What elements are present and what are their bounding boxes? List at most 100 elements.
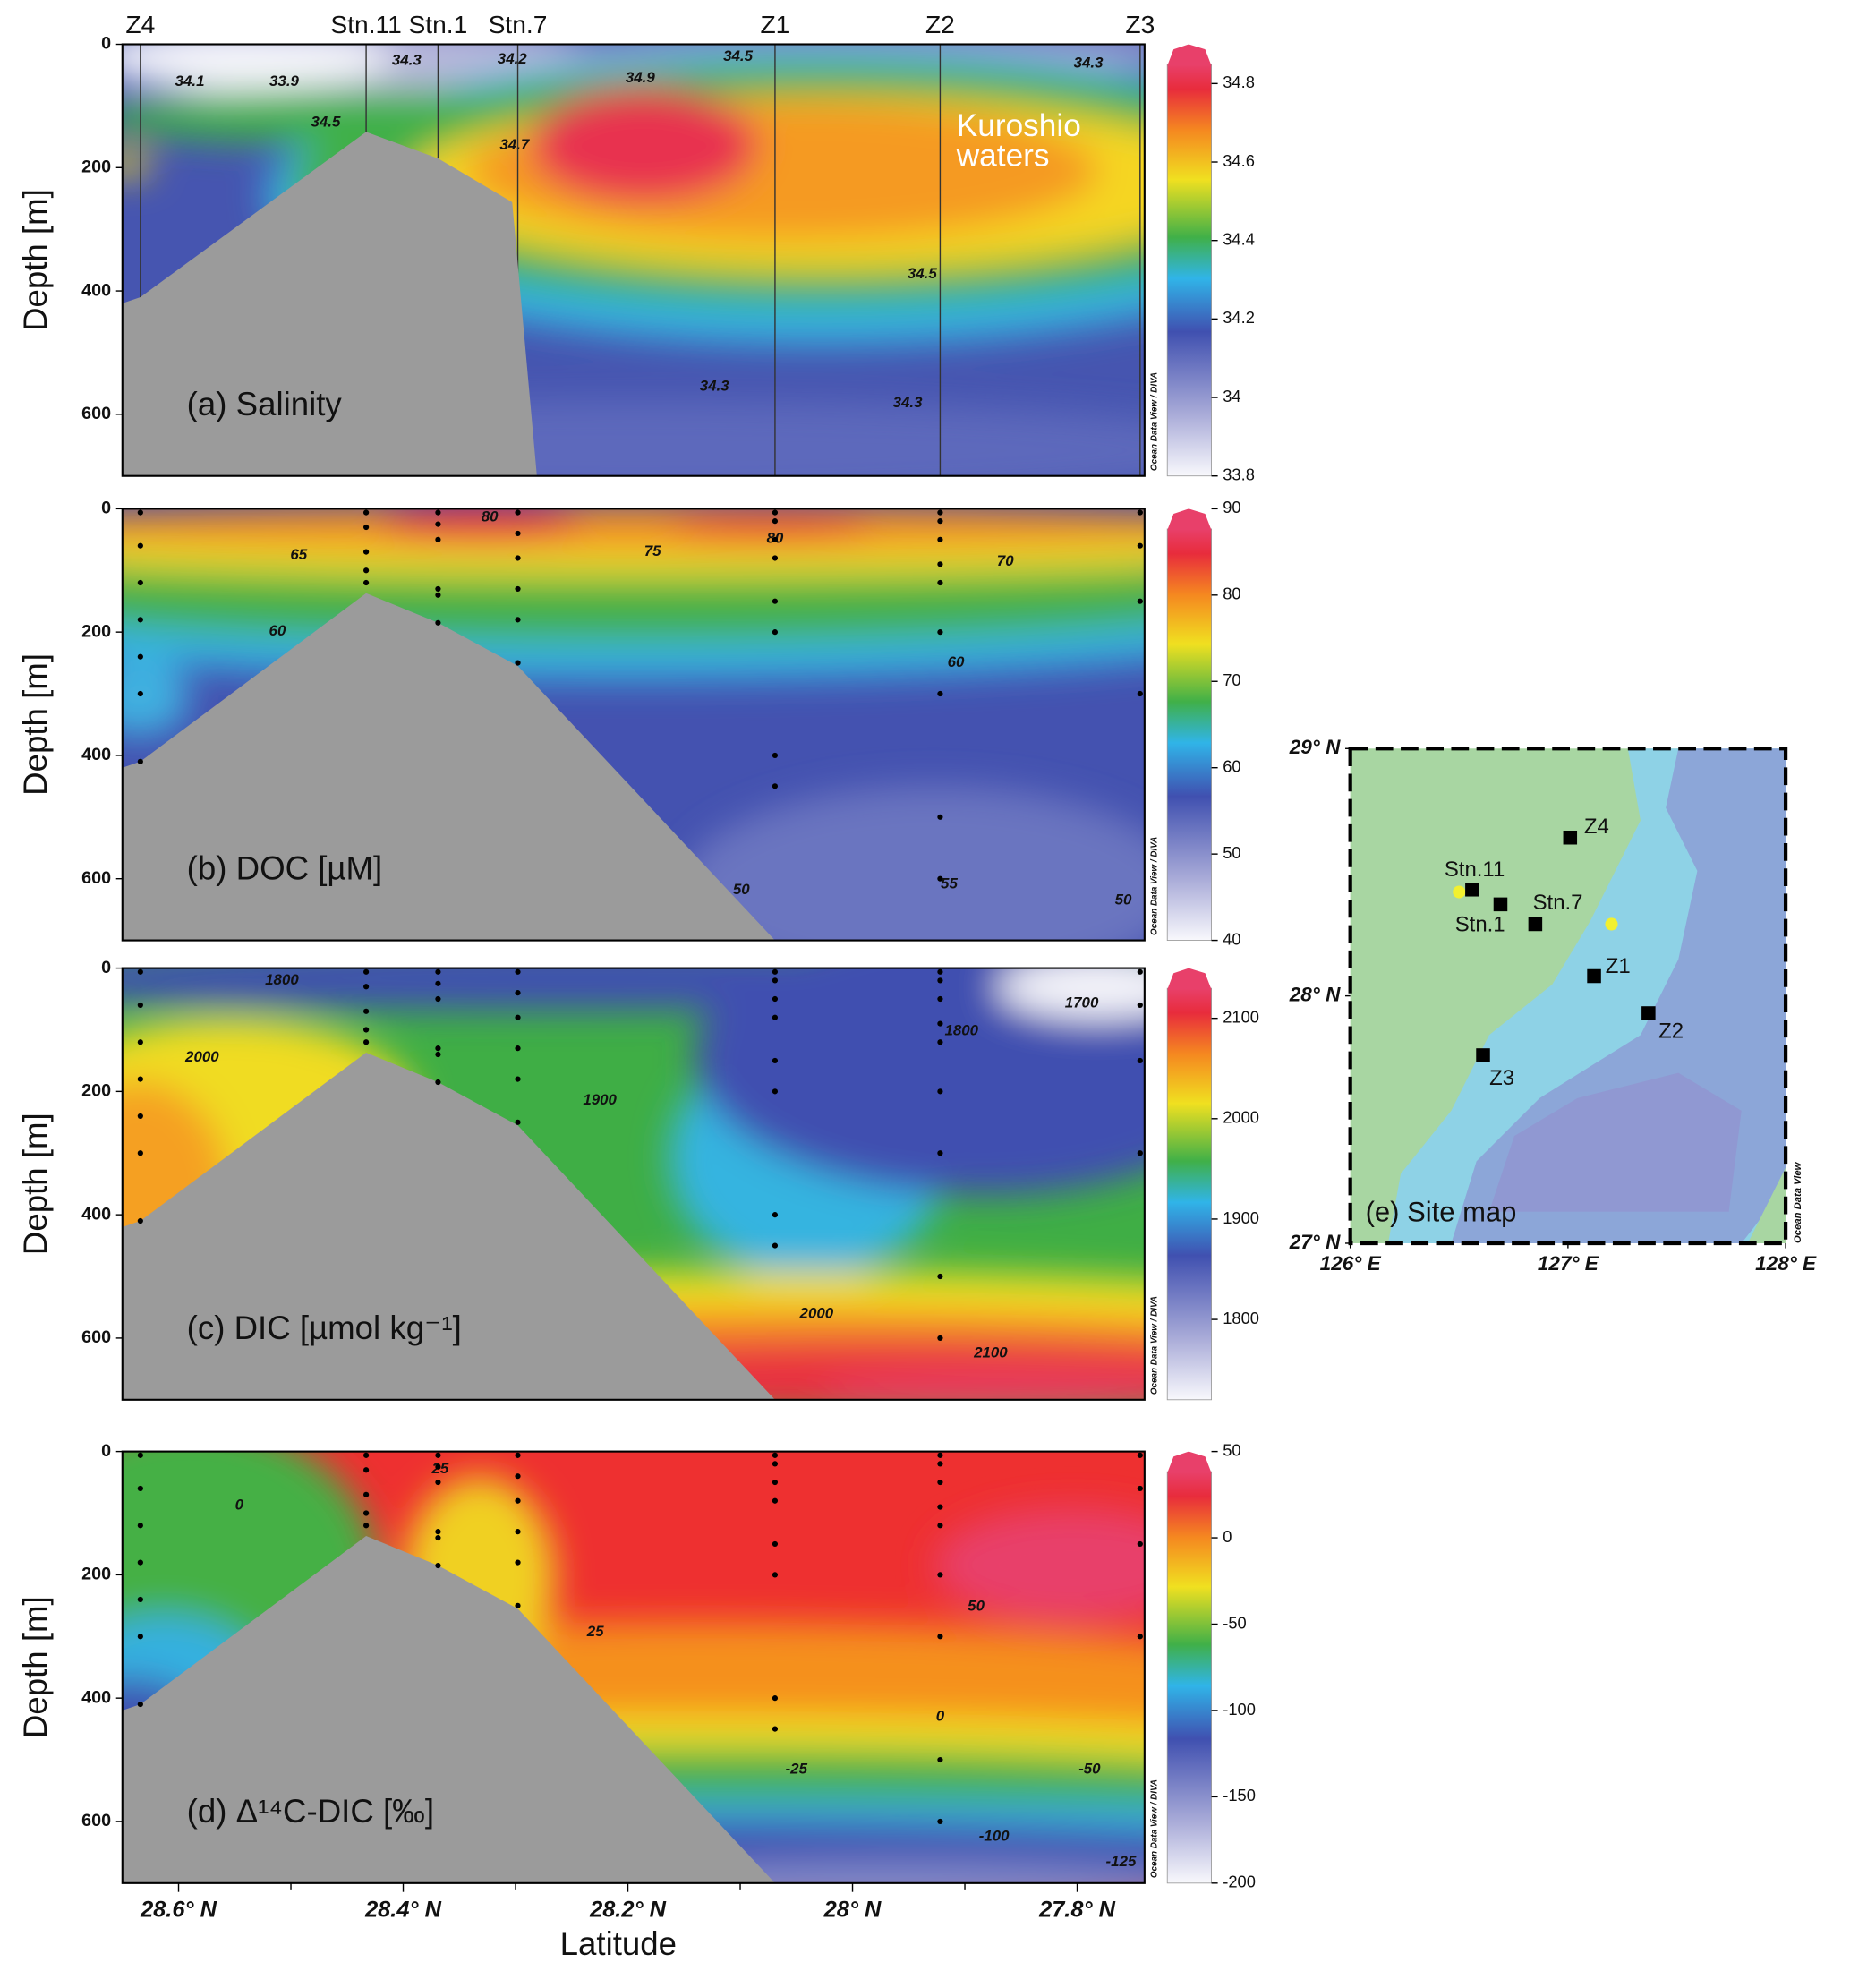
x-axis-label: Latitude bbox=[560, 1925, 677, 1962]
y-tick-label: 200 bbox=[81, 1081, 111, 1101]
site-marker bbox=[1476, 1048, 1490, 1062]
site-label: Stn.1 bbox=[1455, 913, 1505, 937]
sample-dot bbox=[435, 1045, 441, 1052]
colorbar-tick-label: 34.6 bbox=[1223, 151, 1255, 170]
sample-dot bbox=[937, 1150, 943, 1156]
sample-dot bbox=[363, 1491, 370, 1497]
sample-dot bbox=[363, 524, 370, 531]
sample-dot bbox=[1137, 968, 1143, 975]
sample-dot bbox=[137, 758, 143, 764]
sample-dot bbox=[772, 1497, 779, 1504]
y-axis-label: Depth [m] bbox=[17, 189, 54, 331]
site-marker bbox=[1641, 1006, 1656, 1020]
sample-dot bbox=[363, 567, 370, 574]
sample-dot bbox=[1137, 1057, 1143, 1064]
field-blob bbox=[122, 968, 1145, 1011]
field-blob bbox=[122, 660, 190, 737]
sample-dot bbox=[937, 977, 943, 984]
y-tick-label: 400 bbox=[81, 280, 111, 300]
panel-frame bbox=[121, 43, 1146, 477]
contour-label: 33.9 bbox=[269, 73, 300, 90]
contour-label: 80 bbox=[482, 508, 499, 525]
sample-dot bbox=[772, 1461, 779, 1467]
contour-label: 2100 bbox=[973, 1344, 1008, 1361]
contour-label: 25 bbox=[586, 1623, 604, 1640]
contour-label: 34.3 bbox=[1074, 54, 1104, 71]
other-site bbox=[1605, 917, 1618, 931]
sample-dot bbox=[435, 1529, 441, 1535]
y-tick-label: 400 bbox=[81, 1204, 111, 1224]
sample-dot bbox=[137, 1217, 143, 1224]
sample-dot bbox=[937, 690, 943, 697]
site-marker bbox=[1563, 830, 1578, 845]
sample-dot bbox=[772, 1014, 779, 1020]
field-blob bbox=[122, 508, 1145, 550]
sample-dot bbox=[363, 968, 370, 975]
colorbar-tick-label: 90 bbox=[1223, 498, 1240, 516]
field-blob bbox=[996, 968, 1145, 1019]
sample-dot bbox=[772, 783, 779, 789]
y-tick-label: 200 bbox=[81, 157, 111, 176]
y-tick-label: 200 bbox=[81, 621, 111, 641]
panel-label: (d) Δ¹⁴C-DIC [‰] bbox=[187, 1793, 434, 1830]
colorbar-tick-label: -200 bbox=[1223, 1873, 1256, 1891]
contour-label: 34.3 bbox=[700, 377, 730, 394]
sample-dot bbox=[137, 1701, 143, 1708]
sample-dot bbox=[363, 1467, 370, 1473]
colorbar-tick-label: 2100 bbox=[1223, 1008, 1259, 1027]
field: 25025500-25-50-100-125 bbox=[122, 1451, 1145, 1883]
colorbar-tick-label: 34.8 bbox=[1223, 73, 1255, 91]
y-tick-label: 0 bbox=[101, 34, 111, 54]
sample-dot bbox=[435, 1051, 441, 1058]
y-tick-label: 0 bbox=[101, 499, 111, 518]
x-tick-label: 28° N bbox=[823, 1898, 882, 1923]
x-tick-label: 28.2° N bbox=[589, 1898, 667, 1923]
sample-dot bbox=[137, 968, 143, 975]
contour-label: 70 bbox=[997, 552, 1014, 569]
sample-dot bbox=[772, 1572, 779, 1578]
sample-dot bbox=[515, 509, 521, 516]
field: 34.1 33.9 34.5 34.3 34.2 34.7 34.9 34.5 34.5 34.3… bbox=[122, 44, 1145, 476]
map-y-tick-label: 29° N bbox=[1289, 736, 1341, 758]
sample-dot bbox=[937, 1504, 943, 1510]
contour-label: 0 bbox=[936, 1707, 945, 1724]
contour-label: 50 bbox=[1115, 891, 1132, 908]
sample-dot bbox=[515, 1559, 521, 1566]
field-blob bbox=[122, 151, 152, 177]
sample-dot bbox=[937, 1756, 943, 1763]
map-y-tick-label: 28° N bbox=[1289, 984, 1341, 1006]
sample-dot bbox=[772, 977, 779, 984]
y-tick-label: 0 bbox=[101, 958, 111, 977]
field-blob bbox=[669, 515, 871, 541]
contour-label: 2000 bbox=[799, 1305, 834, 1322]
sample-dot bbox=[937, 629, 943, 636]
colorbar-arrow bbox=[1167, 968, 1212, 990]
sample-dot bbox=[937, 1452, 943, 1458]
site-marker bbox=[1528, 917, 1543, 932]
colorbar-tick-label: 50 bbox=[1223, 843, 1240, 862]
panel-label: (a) Salinity bbox=[187, 386, 343, 422]
sample-dot bbox=[435, 1479, 441, 1486]
site-marker bbox=[1493, 897, 1508, 912]
sample-dot bbox=[137, 1002, 143, 1009]
y-axis-label: Depth [m] bbox=[17, 1596, 54, 1738]
sample-dot bbox=[137, 1113, 143, 1120]
sample-dot bbox=[137, 1596, 143, 1603]
contour-label: 60 bbox=[948, 653, 965, 670]
sample-dot bbox=[137, 542, 143, 549]
contour-label: -125 bbox=[1106, 1853, 1137, 1870]
map-x-tick-label: 126° E bbox=[1320, 1252, 1382, 1275]
x-tick-label: 28.6° N bbox=[140, 1898, 217, 1923]
sample-dot bbox=[435, 980, 441, 986]
site-marker bbox=[1587, 968, 1601, 984]
sample-dot bbox=[937, 1088, 943, 1095]
sample-dot bbox=[137, 1523, 143, 1529]
sample-dot bbox=[1137, 542, 1143, 549]
sample-dot bbox=[435, 1452, 441, 1458]
colorbar-tick-label: 70 bbox=[1223, 670, 1240, 689]
site-label: Z3 bbox=[1489, 1066, 1514, 1090]
sample-dot bbox=[515, 530, 521, 537]
field-blob bbox=[820, 1371, 1145, 1400]
sample-dot bbox=[772, 1212, 779, 1218]
field-blob bbox=[681, 786, 1145, 941]
